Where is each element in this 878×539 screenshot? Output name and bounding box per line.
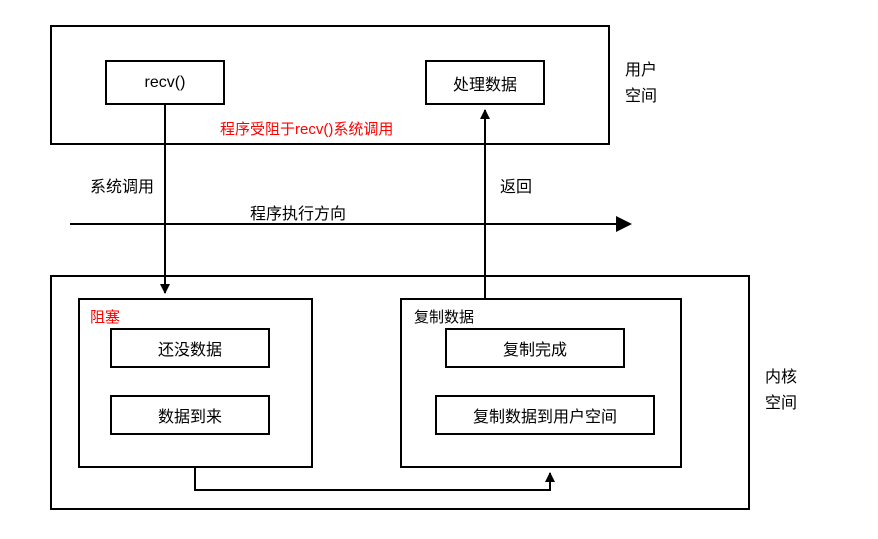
copy-done-box: 复制完成	[445, 328, 625, 368]
process-data-label: 处理数据	[453, 71, 517, 95]
copy-container: 复制数据	[400, 298, 682, 468]
data-arrive-label: 数据到来	[158, 403, 222, 427]
data-arrive-box: 数据到来	[110, 395, 270, 435]
process-data-box: 处理数据	[425, 60, 545, 105]
user-space-label: 用户 空间	[625, 58, 657, 109]
blocked-recv-label: 程序受阻于recv()系统调用	[220, 118, 393, 139]
block-container: 阻塞	[78, 298, 313, 468]
recv-box: recv()	[105, 60, 225, 105]
no-data-box: 还没数据	[110, 328, 270, 368]
copy-done-label: 复制完成	[503, 336, 567, 360]
copy-to-user-label: 复制数据到用户空间	[473, 403, 617, 427]
block-title: 阻塞	[90, 306, 120, 327]
recv-label: recv()	[145, 74, 186, 92]
copy-to-user-box: 复制数据到用户空间	[435, 395, 655, 435]
return-label: 返回	[500, 173, 532, 197]
syscall-label: 系统调用	[90, 173, 154, 197]
no-data-label: 还没数据	[158, 336, 222, 360]
copy-title: 复制数据	[414, 306, 474, 327]
kernel-space-label: 内核 空间	[765, 365, 797, 416]
exec-direction-label: 程序执行方向	[250, 200, 346, 224]
